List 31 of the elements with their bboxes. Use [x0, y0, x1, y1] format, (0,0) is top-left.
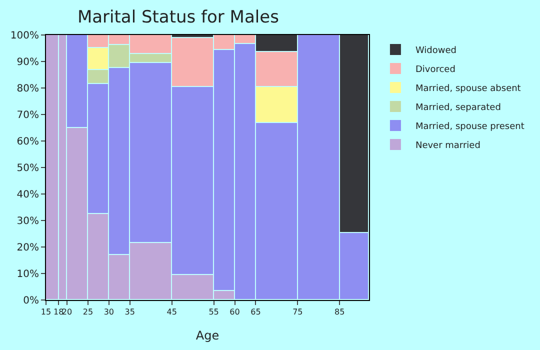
- y-tick-label: 80%: [16, 84, 39, 94]
- x-axis-title: Age: [196, 328, 220, 342]
- y-tick-label: 50%: [16, 163, 39, 174]
- x-tick-label: 30: [104, 308, 114, 317]
- chart-title: Marital Status for Males: [77, 7, 280, 28]
- y-tick-label: 10%: [16, 269, 39, 280]
- x-tick-label: 55: [208, 308, 219, 317]
- y-tick-label: 70%: [16, 110, 39, 121]
- legend-label: Married, spouse present: [415, 122, 525, 132]
- x-tick-label: 18: [53, 308, 64, 317]
- y-tick-label: 20%: [16, 242, 39, 254]
- x-tick-label: 20: [62, 308, 72, 317]
- legend-label: Married, spouse absent: [415, 84, 522, 94]
- x-tick-label: 65: [250, 308, 261, 317]
- x-tick-label: 85: [334, 308, 345, 317]
- legend-label: Widowed: [415, 46, 457, 56]
- x-tick-label: 25: [82, 308, 94, 317]
- y-tick-label: 90%: [16, 57, 39, 68]
- x-tick-label: 75: [292, 308, 303, 317]
- x-tick-label: 45: [166, 308, 177, 317]
- y-tick-label: 100%: [10, 30, 39, 42]
- legend-label: Married, separated: [415, 103, 501, 114]
- legend-label: Never married: [415, 141, 480, 152]
- y-tick-label: 30%: [16, 216, 39, 227]
- legend-label: Divorced: [415, 65, 456, 76]
- x-tick-label: 60: [230, 308, 240, 317]
- y-tick-label: 60%: [16, 136, 39, 148]
- y-tick-label: 0%: [23, 296, 39, 306]
- x-tick-label: 35: [124, 308, 135, 317]
- x-tick-label: 15: [40, 308, 52, 317]
- y-tick-label: 40%: [16, 190, 39, 200]
